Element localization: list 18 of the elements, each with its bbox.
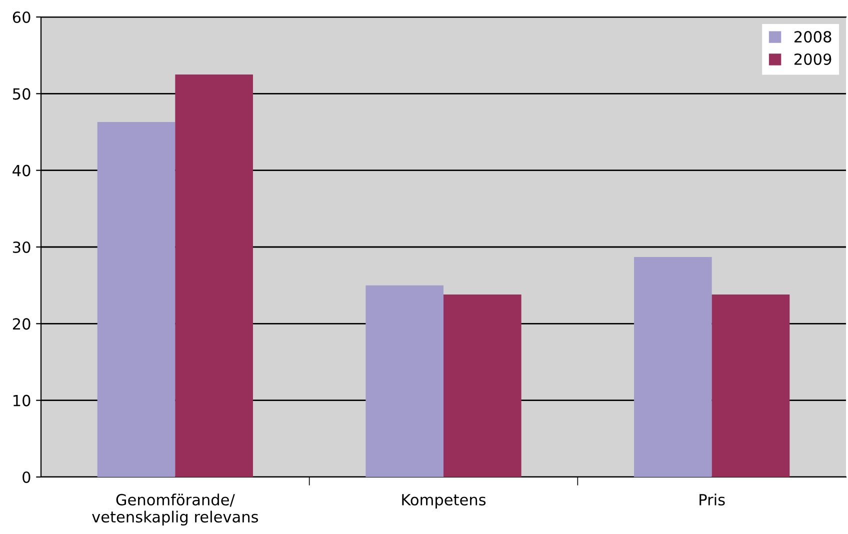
y-tick-label: 40 <box>12 164 30 176</box>
bar <box>712 294 790 477</box>
bar <box>175 74 253 477</box>
bar <box>97 122 176 477</box>
y-tick-label: 0 <box>22 471 30 484</box>
legend-label: 2008 <box>794 31 832 43</box>
x-tick-label: Pris <box>700 494 725 506</box>
x-tick-label: Kompetens <box>402 494 486 508</box>
y-tick-label: 30 <box>13 241 30 254</box>
y-tick-label: 20 <box>12 318 30 330</box>
bar <box>444 294 522 477</box>
x-tick-label: Genomförande/ vetenskaplig relevans <box>92 494 258 526</box>
legend-label: 2009 <box>794 53 832 65</box>
y-tick-label: 10 <box>14 394 30 406</box>
y-tick-label: 50 <box>13 88 30 100</box>
y-tick-label: 60 <box>12 11 30 24</box>
bar <box>634 256 712 477</box>
bar <box>366 285 444 477</box>
